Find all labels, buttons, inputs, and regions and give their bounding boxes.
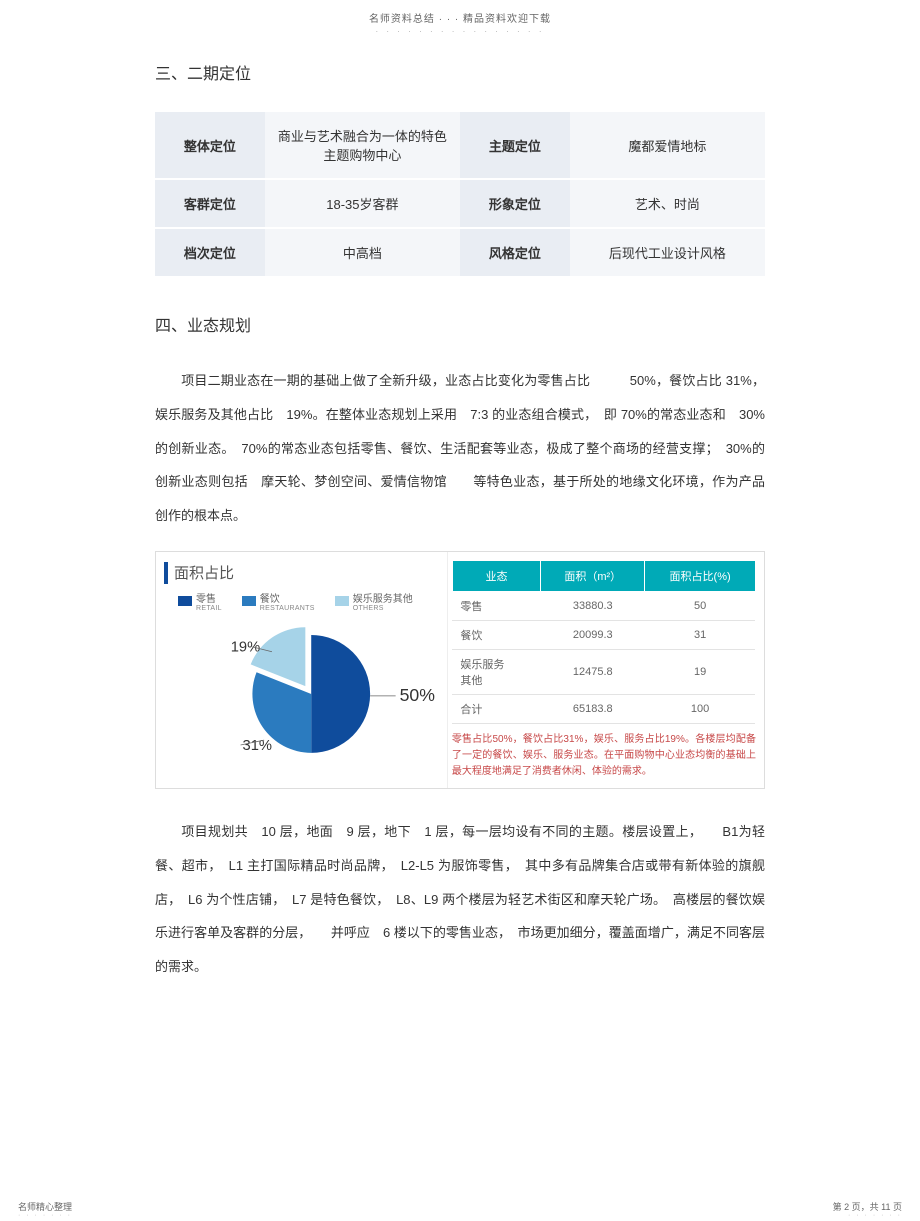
legend-text: 零售 RETAIL (196, 590, 222, 612)
td: 娱乐服务 其他 (452, 649, 540, 694)
table-header-row: 业态 面积（m²） 面积占比(%) (452, 560, 755, 591)
pos-label: 风格定位 (460, 228, 570, 277)
positioning-table: 整体定位 商业与艺术融合为一体的特色主题购物中心 主题定位 魔都爱情地标 客群定… (155, 112, 765, 278)
content-area: 三、二期定位 整体定位 商业与艺术融合为一体的特色主题购物中心 主题定位 魔都爱… (155, 60, 765, 1002)
page-header: 名师资料总结 · · · 精品资料欢迎下载 · · · · · · · · · … (0, 10, 920, 36)
table-row: 档次定位 中高档 风格定位 后现代工业设计风格 (155, 228, 765, 277)
th: 业态 (452, 560, 540, 591)
legend: 零售 RETAIL 餐饮 RESTAURANTS 娱乐服务其他 OTHERS (178, 590, 439, 612)
td: 31 (645, 620, 756, 649)
pos-label: 客群定位 (155, 179, 265, 228)
area-data-table: 业态 面积（m²） 面积占比(%) 零售 33880.3 50 餐饮 20099… (452, 560, 756, 724)
section-4-heading: 四、业态规划 (155, 312, 765, 336)
footer-dots-right: · · · · · · · (848, 1212, 902, 1219)
figure-title-row: 面积占比 (164, 562, 439, 584)
pos-value: 商业与艺术融合为一体的特色主题购物中心 (265, 112, 460, 179)
title-accent-bar (164, 562, 168, 584)
td: 33880.3 (541, 591, 645, 620)
legend-swatch (335, 596, 349, 606)
legend-item: 零售 RETAIL (178, 590, 222, 612)
table-row: 娱乐服务 其他 12475.8 19 (452, 649, 755, 694)
para-text: 50%，餐饮占比 (630, 373, 722, 388)
footer-dots-left: · · · · · · · (18, 1212, 72, 1219)
table-row: 零售 33880.3 50 (452, 591, 755, 620)
pie-slice-retail (311, 635, 370, 753)
header-title: 名师资料总结 · · · 精品资料欢迎下载 (369, 14, 551, 25)
th: 面积占比(%) (645, 560, 756, 591)
figure-left-panel: 面积占比 零售 RETAIL 餐饮 RESTAURANTS (156, 552, 448, 788)
td: 零售 (452, 591, 540, 620)
legend-item: 餐饮 RESTAURANTS (242, 590, 315, 612)
table-row: 整体定位 商业与艺术融合为一体的特色主题购物中心 主题定位 魔都爱情地标 (155, 112, 765, 179)
legend-item: 娱乐服务其他 OTHERS (335, 590, 413, 612)
pos-label: 主题定位 (460, 112, 570, 179)
legend-swatch (178, 596, 192, 606)
header-dots: · · · · · · · · · · · · · · · · (0, 27, 920, 36)
table-row: 合计 65183.8 100 (452, 694, 755, 723)
pie-chart: 50% 31% 19% (164, 616, 439, 766)
pos-value: 艺术、时尚 (570, 179, 765, 228)
pos-value: 魔都爱情地标 (570, 112, 765, 179)
section-3-heading: 三、二期定位 (155, 60, 765, 84)
legend-text: 餐饮 RESTAURANTS (260, 590, 315, 612)
legend-text: 娱乐服务其他 OTHERS (353, 590, 413, 612)
figure-area-ratio: 面积占比 零售 RETAIL 餐饮 RESTAURANTS (155, 551, 765, 789)
paragraph-2: 项目规划共 10 层，地面 9 层，地下 1 层，每一层均设有不同的主题。楼层设… (155, 815, 765, 984)
para-text: 31%，娱乐服务及其他占比 19%。在整体业态规划上采用 7:3 的业态组合模式… (155, 373, 765, 523)
td: 20099.3 (541, 620, 645, 649)
td: 100 (645, 694, 756, 723)
td: 12475.8 (541, 649, 645, 694)
figure-right-panel: 业态 面积（m²） 面积占比(%) 零售 33880.3 50 餐饮 20099… (448, 552, 764, 788)
figure-caption: 零售占比50%，餐饮占比31%，娱乐、服务占比19%。各楼层均配备了一定的餐饮、… (452, 732, 756, 780)
paragraph-1: 项目二期业态在一期的基础上做了全新升级，业态占比变化为零售占比 50%，餐饮占比… (155, 364, 765, 533)
pos-label: 整体定位 (155, 112, 265, 179)
pie-label-50: 50% (400, 685, 436, 705)
pos-value: 18-35岁客群 (265, 179, 460, 228)
para-text: 项目二期业态在一期的基础上做了全新升级，业态占比变化为零售占比 (181, 373, 590, 388)
td: 餐饮 (452, 620, 540, 649)
table-row: 客群定位 18-35岁客群 形象定位 艺术、时尚 (155, 179, 765, 228)
pos-value: 中高档 (265, 228, 460, 277)
pos-label: 形象定位 (460, 179, 570, 228)
para-text: 项目规划共 10 层，地面 9 层，地下 1 层，每一层均设有不同的主题。楼层设… (155, 824, 765, 974)
table-row: 餐饮 20099.3 31 (452, 620, 755, 649)
td: 合计 (452, 694, 540, 723)
pie-label-31: 31% (243, 738, 272, 754)
pos-label: 档次定位 (155, 228, 265, 277)
th: 面积（m²） (541, 560, 645, 591)
legend-swatch (242, 596, 256, 606)
td: 19 (645, 649, 756, 694)
td: 65183.8 (541, 694, 645, 723)
figure-title: 面积占比 (174, 562, 234, 583)
td: 50 (645, 591, 756, 620)
pos-value: 后现代工业设计风格 (570, 228, 765, 277)
